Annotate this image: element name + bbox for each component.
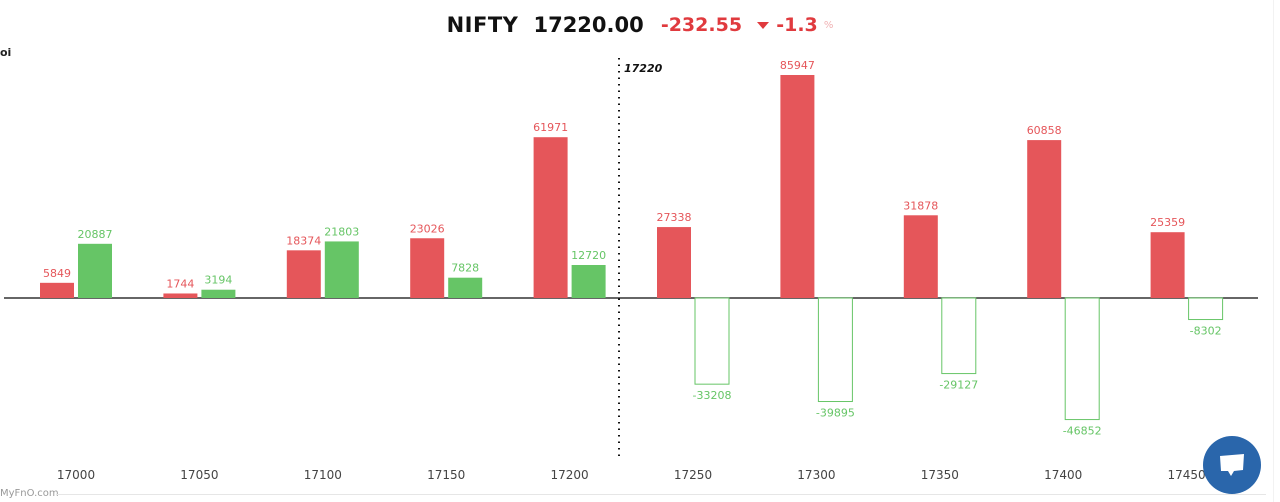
call-oi-bar[interactable]: [1150, 232, 1185, 298]
call-oi-bar[interactable]: [410, 238, 445, 298]
bar-value-label: -29127: [939, 379, 978, 392]
symbol-name: NIFTY: [446, 13, 519, 37]
chat-button[interactable]: [1203, 436, 1261, 494]
bar-value-label: 21803: [324, 225, 359, 238]
bar-value-label: 23026: [410, 222, 445, 235]
bar-value-label: 25359: [1150, 216, 1185, 229]
bar-value-label: 27338: [657, 211, 692, 224]
x-tick-label: 17100: [304, 468, 342, 482]
put-oi-bar[interactable]: [941, 297, 977, 375]
call-oi-bar[interactable]: [657, 227, 691, 298]
call-oi-bar[interactable]: [286, 250, 321, 298]
call-oi-bar[interactable]: [533, 137, 568, 298]
bar-value-label: -33208: [693, 389, 732, 402]
call-oi-bar[interactable]: [40, 282, 74, 298]
put-oi-bar[interactable]: [201, 289, 236, 298]
bar-value-label: 31878: [903, 199, 938, 212]
put-oi-bar[interactable]: [1064, 297, 1100, 421]
bar-value-label: 3194: [204, 274, 232, 287]
bar-value-label: 60858: [1027, 124, 1062, 137]
bottom-divider: [56, 494, 1266, 495]
x-tick-label: 17450: [1168, 468, 1206, 482]
x-tick-label: 17050: [180, 468, 218, 482]
y-axis-label: oi: [0, 46, 12, 59]
chat-bubble-icon: [1220, 454, 1244, 476]
bar-value-label: 1744: [166, 277, 194, 290]
put-oi-bar[interactable]: [571, 264, 606, 298]
spot-price: 17220.00: [533, 13, 644, 37]
bar-value-label: 18374: [286, 234, 321, 247]
bar-value-label: 85947: [780, 59, 815, 72]
x-tick-label: 17300: [797, 468, 835, 482]
down-arrow-icon: [757, 21, 770, 29]
bar-value-label: 61971: [533, 121, 568, 134]
percent-sign: %: [823, 19, 834, 31]
put-oi-bar[interactable]: [448, 277, 483, 298]
x-tick-label: 17200: [551, 468, 589, 482]
x-tick-label: 17000: [57, 468, 95, 482]
put-oi-bar[interactable]: [817, 297, 853, 403]
percent-change: -1.3: [776, 14, 818, 36]
call-oi-bar[interactable]: [163, 293, 198, 298]
call-oi-bar[interactable]: [903, 215, 938, 298]
right-border: [1273, 0, 1274, 502]
bar-value-label: 12720: [571, 249, 606, 262]
watermark: MyFnO.com: [0, 488, 59, 499]
spot-marker-label: 17220: [624, 62, 663, 75]
x-tick-label: 17250: [674, 468, 712, 482]
put-oi-bar[interactable]: [1188, 297, 1224, 321]
bar-value-label: 20887: [78, 228, 113, 241]
x-tick-label: 17150: [427, 468, 465, 482]
put-oi-bar[interactable]: [78, 243, 112, 298]
price-change: -232.55: [660, 14, 743, 36]
bar-value-label: -46852: [1063, 425, 1102, 438]
bar-value-label: 7828: [451, 262, 479, 275]
chart-title: NIFTY 17220.00 -232.55 -1.3 %: [0, 13, 1280, 37]
put-oi-bar[interactable]: [694, 297, 730, 385]
bar-value-label: 5849: [43, 267, 71, 280]
call-oi-bar[interactable]: [780, 75, 815, 298]
bar-value-label: -39895: [816, 407, 855, 420]
put-oi-bar[interactable]: [324, 241, 359, 298]
bar-value-label: -8302: [1190, 325, 1222, 338]
x-tick-label: 17400: [1044, 468, 1082, 482]
x-tick-label: 17350: [921, 468, 959, 482]
call-oi-bar[interactable]: [1027, 140, 1062, 298]
